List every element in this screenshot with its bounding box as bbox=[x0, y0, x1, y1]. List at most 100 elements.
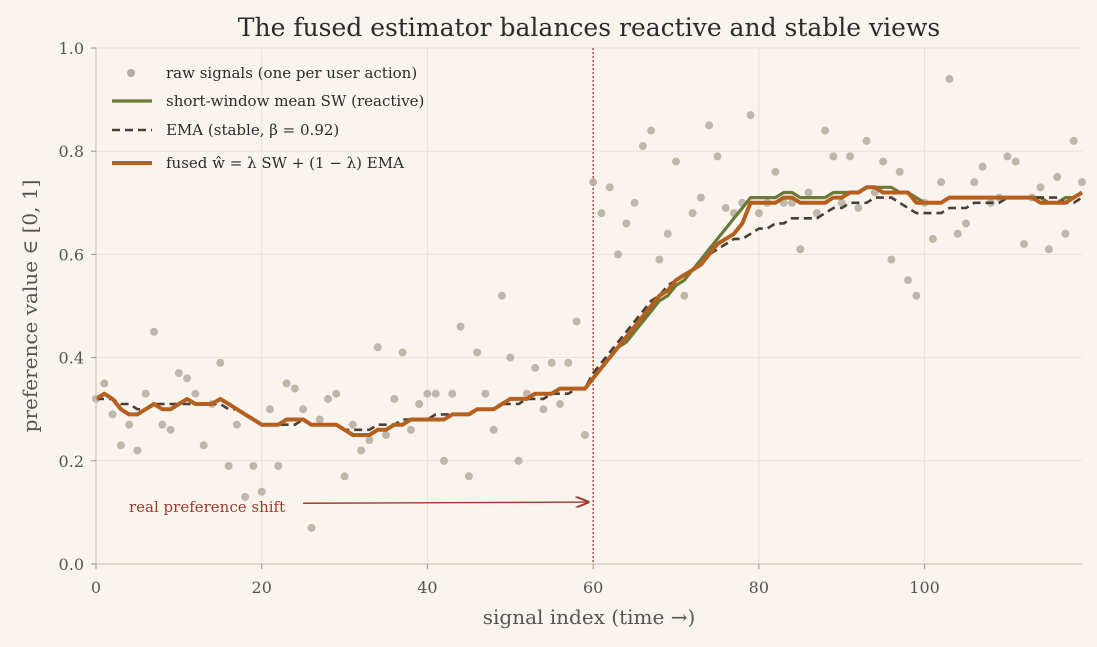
raw-signal-point bbox=[696, 193, 705, 202]
raw-signal-point bbox=[1053, 173, 1062, 181]
raw-signal-point bbox=[199, 441, 208, 450]
raw-signal-point bbox=[895, 167, 904, 176]
raw-signal-point bbox=[663, 229, 672, 238]
raw-signal-point bbox=[771, 167, 780, 176]
raw-signal-point bbox=[928, 234, 937, 243]
raw-signal-point bbox=[166, 425, 175, 434]
raw-signal-point bbox=[440, 456, 448, 465]
x-tick-label: 20 bbox=[252, 578, 272, 597]
raw-signal-point bbox=[721, 203, 730, 212]
raw-signal-point bbox=[1061, 229, 1070, 238]
raw-signal-point bbox=[348, 420, 357, 429]
raw-signal-point bbox=[498, 291, 506, 300]
raw-signal-point bbox=[241, 492, 250, 501]
raw-signal-point bbox=[150, 327, 158, 336]
raw-signal-point bbox=[174, 369, 183, 378]
raw-signal-point bbox=[274, 461, 283, 470]
raw-signal-point bbox=[879, 157, 888, 166]
x-tick-label: 80 bbox=[749, 578, 769, 597]
raw-signal-point bbox=[100, 379, 109, 388]
raw-signal-point bbox=[978, 162, 987, 171]
raw-signal-point bbox=[332, 389, 341, 398]
raw-signal-point bbox=[846, 152, 854, 161]
raw-signal-point bbox=[1036, 183, 1045, 192]
raw-signal-point bbox=[158, 420, 167, 429]
raw-signal-point bbox=[796, 245, 805, 254]
legend-label-ema: EMA (stable, β = 0.92) bbox=[166, 121, 339, 139]
raw-signal-point bbox=[431, 389, 440, 398]
raw-signal-point bbox=[904, 276, 912, 285]
raw-signal-point bbox=[672, 157, 680, 166]
raw-signal-point bbox=[456, 322, 465, 331]
raw-signal-point bbox=[382, 431, 390, 439]
x-tick-label: 100 bbox=[909, 578, 940, 597]
raw-signal-point bbox=[423, 389, 432, 398]
raw-signal-point bbox=[357, 446, 366, 455]
raw-signal-point bbox=[249, 461, 258, 470]
raw-signal-point bbox=[1044, 245, 1053, 254]
raw-signal-point bbox=[141, 389, 150, 398]
raw-signal-point bbox=[680, 291, 689, 300]
raw-signal-point bbox=[406, 425, 415, 434]
raw-signal-point bbox=[953, 229, 962, 238]
raw-signal-point bbox=[614, 250, 622, 259]
raw-signal-point bbox=[183, 374, 192, 383]
raw-signal-point bbox=[1078, 178, 1086, 187]
raw-signal-point bbox=[390, 394, 399, 403]
axes: 0 20 40 60 80 100 0.0 0.2 0.4 0.6 0.8 1.0 bbox=[59, 39, 1082, 597]
raw-signal-point bbox=[232, 420, 241, 429]
raw-signal-point bbox=[821, 126, 830, 135]
raw-signal-point bbox=[837, 198, 846, 207]
raw-signal-point bbox=[887, 255, 896, 264]
y-tick-label: 1.0 bbox=[59, 39, 84, 58]
line-series bbox=[94, 185, 1084, 437]
annotation-label: real preference shift bbox=[129, 498, 285, 516]
raw-signal-point bbox=[448, 389, 457, 398]
raw-signal-point bbox=[829, 152, 838, 161]
raw-signal-point bbox=[108, 410, 117, 419]
raw-signal-point bbox=[630, 198, 639, 207]
raw-signal-point bbox=[224, 461, 233, 470]
y-tick-label: 0.4 bbox=[59, 349, 84, 368]
annotation: real preference shift bbox=[129, 498, 588, 516]
fused-line bbox=[94, 185, 1084, 437]
raw-signal-point bbox=[125, 420, 134, 429]
raw-signal-point bbox=[464, 472, 473, 481]
chart-title: The fused estimator balances reactive an… bbox=[238, 13, 940, 42]
raw-signal-point bbox=[473, 348, 482, 357]
legend: raw signals (one per user action) short-w… bbox=[112, 64, 424, 172]
raw-signal-point bbox=[116, 441, 125, 450]
raw-signal-point bbox=[1020, 240, 1028, 249]
raw-signal-point bbox=[688, 209, 697, 218]
raw-signal-point bbox=[862, 136, 871, 145]
raw-signal-point bbox=[580, 431, 589, 439]
raw-signal-point bbox=[804, 188, 813, 197]
raw-signal-point bbox=[365, 436, 374, 445]
raw-signal-point bbox=[962, 219, 970, 228]
raw-signal-point bbox=[216, 358, 225, 367]
raw-signal-point bbox=[299, 405, 308, 414]
y-tick-label: 0.8 bbox=[59, 142, 84, 161]
raw-signal-point bbox=[290, 384, 299, 393]
raw-signal-point bbox=[812, 209, 821, 218]
raw-signal-point bbox=[1011, 157, 1020, 166]
raw-signal-point bbox=[324, 394, 332, 403]
legend-label-sw: short-window mean SW (reactive) bbox=[166, 92, 424, 110]
raw-signal-point bbox=[854, 203, 863, 212]
raw-signal-point bbox=[589, 178, 598, 187]
y-tick-label: 0.2 bbox=[59, 452, 84, 471]
raw-signal-point bbox=[912, 291, 921, 300]
y-tick-label: 0.0 bbox=[59, 555, 84, 574]
raw-signal-point bbox=[556, 400, 564, 409]
raw-signal-point bbox=[398, 348, 407, 357]
raw-signal-point bbox=[970, 178, 979, 187]
raw-signal-point bbox=[307, 523, 316, 532]
y-tick-label: 0.6 bbox=[59, 245, 84, 264]
raw-signal-point bbox=[191, 389, 200, 398]
raw-signal-point bbox=[1069, 136, 1078, 145]
raw-signal-point bbox=[282, 379, 291, 388]
raw-signal-point bbox=[572, 317, 581, 326]
raw-signal-point bbox=[713, 152, 722, 161]
raw-signal-point bbox=[340, 472, 349, 481]
raw-signal-point bbox=[705, 121, 714, 130]
